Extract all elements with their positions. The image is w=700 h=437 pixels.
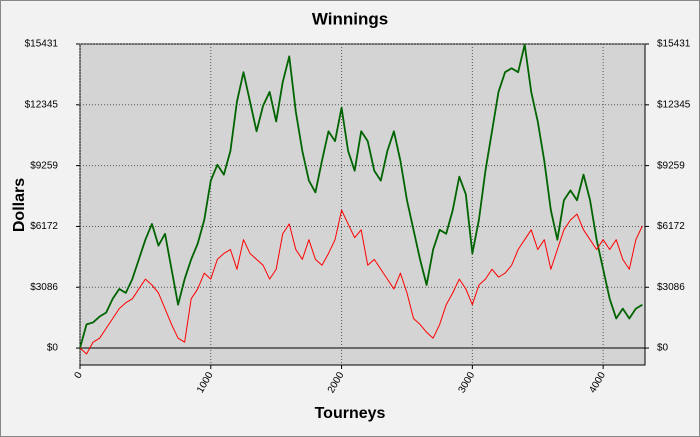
y-tick-label: $3086	[30, 282, 58, 293]
y-tick-label: $12345	[25, 99, 59, 110]
series-line	[79, 209, 643, 355]
y-axis-label: Dollars	[11, 178, 28, 232]
y-tick-label: $15431	[25, 39, 59, 50]
y2-tick-label: $3086	[657, 282, 685, 293]
series-line	[79, 43, 643, 349]
y-tick-label: $9259	[30, 160, 58, 171]
y2-tick-label: $15431	[657, 39, 691, 50]
x-tick-label: 0	[73, 370, 86, 381]
y-tick-label: $0	[47, 343, 59, 354]
y2-tick-label: $9259	[657, 160, 685, 171]
y2-tick-label: $0	[657, 343, 669, 354]
y2-tick-label: $12345	[657, 99, 691, 110]
x-axis-label: Tourneys	[315, 405, 386, 422]
y2-tick-label: $6172	[657, 221, 685, 232]
chart-title: Winnings	[312, 9, 388, 28]
plot-area	[79, 43, 646, 366]
y-tick-label: $6172	[30, 221, 58, 232]
